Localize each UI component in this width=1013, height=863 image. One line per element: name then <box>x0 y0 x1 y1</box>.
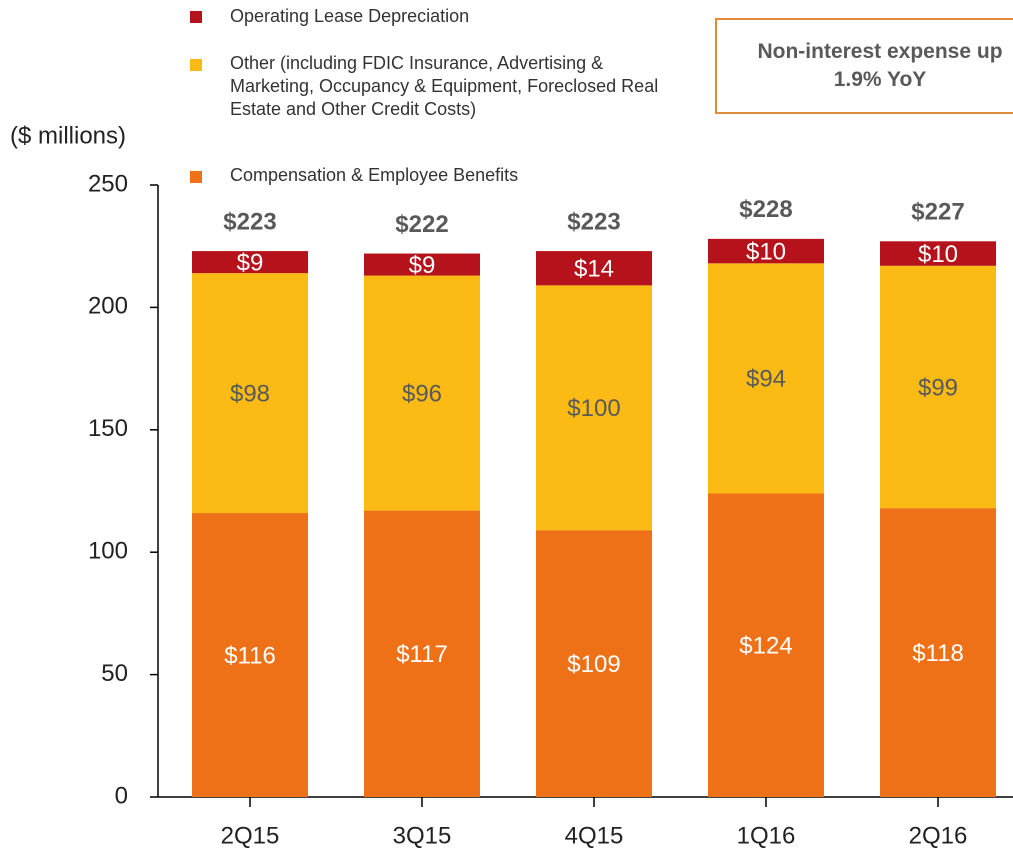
value-label: $96 <box>402 380 442 407</box>
legend-swatch <box>190 11 202 23</box>
bar-segment <box>536 285 652 531</box>
y-tick-label: 150 <box>88 415 128 442</box>
y-tick-label: 0 <box>115 782 128 809</box>
total-label: $227 <box>911 199 964 226</box>
bar-segment <box>364 253 480 276</box>
annotation: Non-interest expense up 1.9% YoY <box>715 18 1013 114</box>
bar-segment <box>364 275 480 511</box>
bar-segment <box>708 493 824 797</box>
value-label: $10 <box>918 241 958 268</box>
y-tick-label: 100 <box>88 538 128 565</box>
value-label: $118 <box>912 640 964 667</box>
total-label: $222 <box>395 211 448 238</box>
value-label: $98 <box>230 380 270 407</box>
value-label: $14 <box>574 256 614 283</box>
y-tick-label: 200 <box>88 293 128 320</box>
value-label: $10 <box>746 238 786 265</box>
value-label: $109 <box>567 651 620 678</box>
total-label: $223 <box>567 208 620 235</box>
legend-swatch <box>190 171 202 183</box>
total-label: $223 <box>223 208 276 235</box>
bar-segment <box>708 263 824 494</box>
y-axis-label: ($ millions) <box>10 122 126 149</box>
legend-label: Operating Lease Depreciation <box>230 6 470 26</box>
bar-segment <box>880 265 996 509</box>
x-tick-label: 1Q16 <box>737 822 796 849</box>
bar-segment <box>708 238 824 264</box>
value-label: $116 <box>224 642 276 669</box>
value-label: $99 <box>918 374 958 401</box>
bar-segment <box>880 241 996 266</box>
bar-segment <box>364 510 480 797</box>
legend-label: Other (including FDIC Insurance, Adverti… <box>230 53 659 119</box>
bar-segment <box>192 273 308 514</box>
value-label: $94 <box>746 366 786 393</box>
x-tick-label: 3Q15 <box>393 822 452 849</box>
bar-segment <box>536 251 652 286</box>
value-label: $9 <box>237 249 264 276</box>
legend-swatch <box>190 59 202 71</box>
value-label: $9 <box>409 252 436 279</box>
bar-segment <box>192 513 308 797</box>
bar-segment <box>880 508 996 797</box>
value-label: $117 <box>396 641 448 668</box>
value-label: $100 <box>567 395 620 422</box>
total-label: $228 <box>739 196 792 223</box>
x-tick-label: 2Q16 <box>909 822 968 849</box>
legend-label: Compensation & Employee Benefits <box>230 165 519 185</box>
y-tick-label: 250 <box>88 170 128 197</box>
value-label: $124 <box>739 633 792 660</box>
y-tick-label: 50 <box>101 660 128 687</box>
x-tick-label: 2Q15 <box>221 822 280 849</box>
bar-segment <box>192 251 308 274</box>
x-tick-label: 4Q15 <box>565 822 624 849</box>
bar-segment <box>536 530 652 797</box>
